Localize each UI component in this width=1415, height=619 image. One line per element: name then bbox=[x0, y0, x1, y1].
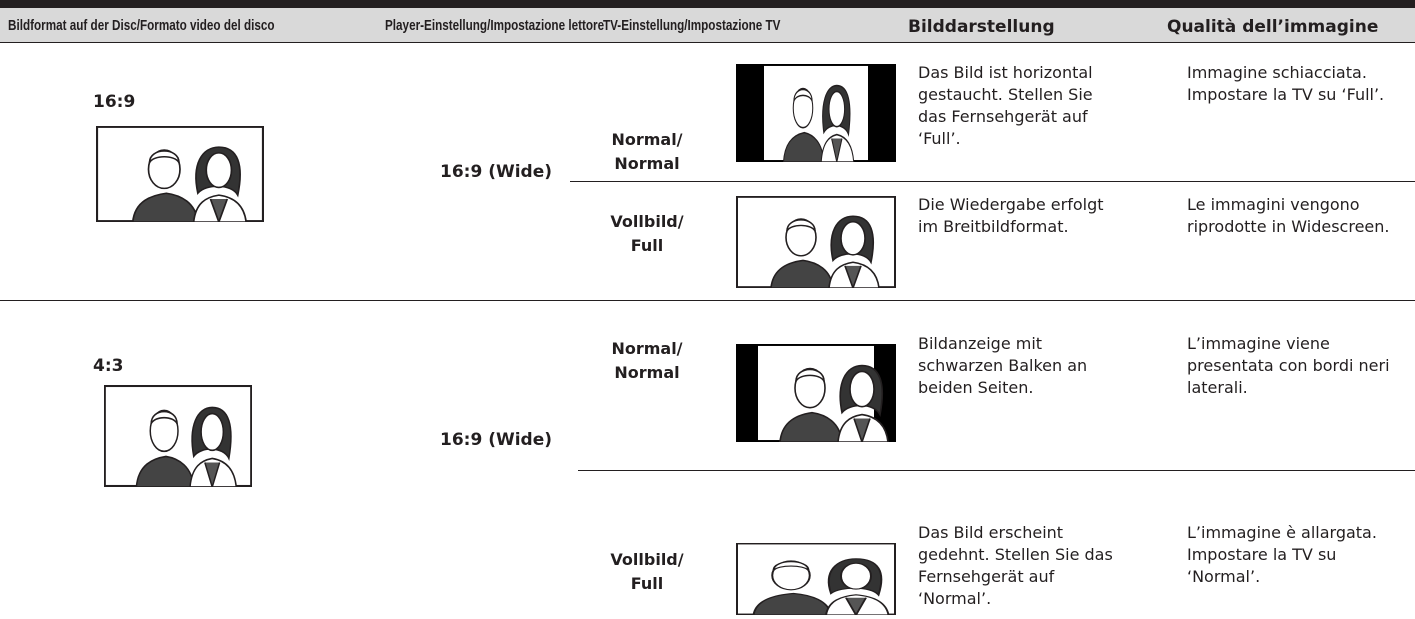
column-header: TV-Einstellung/Impostazione TV bbox=[603, 17, 781, 34]
tv-setting: Full bbox=[630, 574, 664, 593]
column-header: Player-Einstellung/Impostazione lettore bbox=[385, 17, 605, 34]
column-header: Qualità dell’immagine bbox=[1167, 17, 1379, 37]
tv-image bbox=[736, 543, 896, 617]
tv-setting: Vollbild/ bbox=[610, 550, 684, 569]
disc-image bbox=[104, 385, 252, 490]
disc-image bbox=[96, 126, 264, 225]
disc-format: 4:3 bbox=[93, 356, 124, 376]
tv-setting: Normal bbox=[614, 154, 680, 173]
description-de: Das Bild erscheint gedehnt. Stellen Sie … bbox=[918, 523, 1113, 608]
tv-image bbox=[736, 196, 896, 291]
tv-image bbox=[736, 64, 896, 165]
description-it: Le immagini vengono riprodotte in Widesc… bbox=[1187, 195, 1390, 236]
column-header: Bildformat auf der Disc/Formato video de… bbox=[8, 17, 275, 34]
description-it: Immagine schiacciata. Impostare la TV su… bbox=[1187, 63, 1385, 104]
description-de: Bildanzeige mit schwarzen Balken an beid… bbox=[918, 334, 1088, 397]
column-header: Bilddarstellung bbox=[908, 17, 1055, 37]
tv-setting: Normal/ bbox=[611, 339, 683, 358]
description-de: Das Bild ist horizontal gestaucht. Stell… bbox=[918, 63, 1093, 148]
tv-setting: Full bbox=[630, 236, 664, 255]
player-setting: 16:9 (Wide) bbox=[440, 162, 553, 182]
tv-setting: Vollbild/ bbox=[610, 212, 684, 231]
player-setting: 16:9 (Wide) bbox=[440, 430, 553, 450]
row-divider bbox=[570, 181, 1415, 182]
row-divider bbox=[578, 470, 1415, 471]
description-de: Die Wiedergabe erfolgt im Breitbildforma… bbox=[918, 195, 1104, 236]
tv-setting: Normal/ bbox=[611, 130, 683, 149]
tv-setting: Normal bbox=[614, 363, 680, 382]
section-divider bbox=[0, 300, 1415, 301]
description-it: L’immagine è allargata. Impostare la TV … bbox=[1187, 523, 1377, 586]
description-it: L’immagine viene presentata con bordi ne… bbox=[1187, 334, 1390, 397]
disc-format: 16:9 bbox=[93, 92, 136, 112]
header-bar bbox=[0, 8, 1415, 43]
tv-image bbox=[736, 344, 896, 445]
top-bar bbox=[0, 0, 1415, 8]
